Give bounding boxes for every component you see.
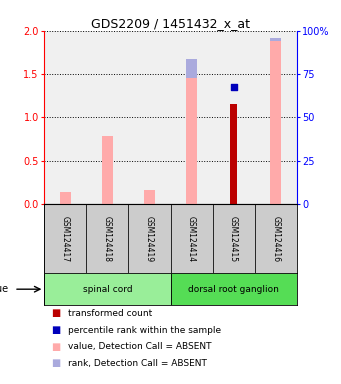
Bar [102,136,113,204]
Bar [44,273,170,305]
Text: ■: ■ [51,359,60,369]
Text: value, Detection Call = ABSENT: value, Detection Call = ABSENT [68,342,212,351]
Bar [60,192,71,204]
Text: rank, Detection Call = ABSENT: rank, Detection Call = ABSENT [68,359,207,368]
Text: GSM124418: GSM124418 [103,216,112,262]
Point [231,84,236,90]
Text: spinal cord: spinal cord [83,285,132,294]
Bar [255,204,297,273]
Bar [186,59,197,204]
Bar [270,41,281,204]
Bar [60,199,71,204]
Text: percentile rank within the sample: percentile rank within the sample [68,326,221,334]
Bar [144,190,155,204]
Text: ■: ■ [51,342,60,352]
Text: dorsal root ganglion: dorsal root ganglion [188,285,279,294]
Text: GSM124415: GSM124415 [229,215,238,262]
Bar [170,204,212,273]
Bar [102,143,113,204]
Bar [212,204,255,273]
Bar [270,38,281,204]
Bar [86,204,129,273]
Bar [170,273,297,305]
Text: GSM124416: GSM124416 [271,215,280,262]
Text: GSM124414: GSM124414 [187,215,196,262]
Bar [44,204,86,273]
Text: transformed count: transformed count [68,309,152,318]
Text: ■: ■ [51,325,60,335]
Bar [186,78,197,204]
Text: GSM124419: GSM124419 [145,215,154,262]
Title: GDS2209 / 1451432_x_at: GDS2209 / 1451432_x_at [91,17,250,30]
Text: ■: ■ [51,308,60,318]
Bar [144,198,155,204]
Bar [129,204,170,273]
Text: GSM124417: GSM124417 [61,215,70,262]
Text: tissue: tissue [0,284,9,294]
Bar [231,104,237,204]
